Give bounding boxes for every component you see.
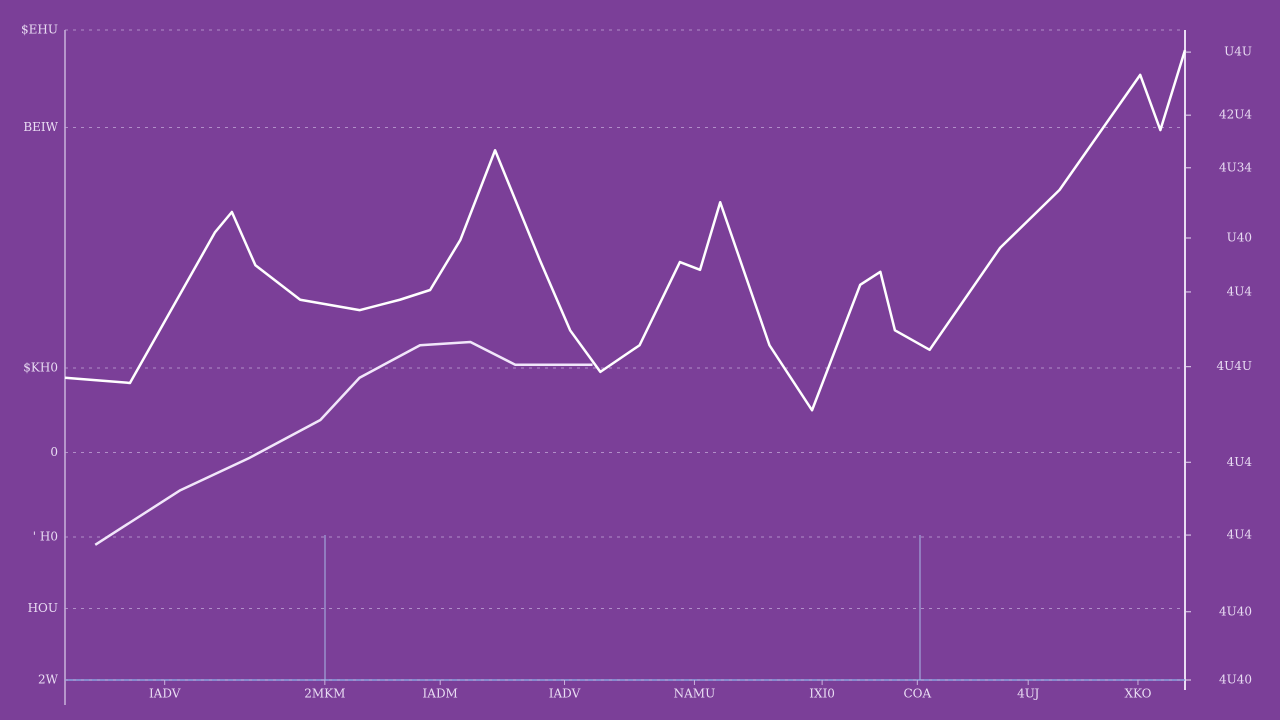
y2-tick-label: 4U4U bbox=[1217, 359, 1253, 373]
y2-tick-label: 4U34 bbox=[1219, 160, 1252, 174]
y-tick-label: 0 bbox=[50, 445, 58, 459]
y-tick-label: $KH0 bbox=[23, 361, 58, 375]
x-tick-label: XKO bbox=[1124, 687, 1151, 701]
x-tick-label: IXI0 bbox=[809, 687, 835, 701]
x-tick-label: IADM bbox=[423, 687, 458, 701]
y2-tick-label: 42U4 bbox=[1219, 108, 1252, 122]
y-tick-label: $EHU bbox=[21, 23, 58, 37]
y2-tick-label: 4U40 bbox=[1219, 604, 1252, 618]
y-tick-label: 2W bbox=[38, 673, 59, 687]
axis-labels: $EHU BEIW $KH0 0 ' H0 HOU 2W U4U 42U4 4U34 U40 4U4 4… bbox=[21, 23, 1252, 701]
x-tick-label: 4UJ bbox=[1017, 687, 1039, 701]
y2-tick-label: U4U bbox=[1224, 45, 1252, 59]
y-tick-label: HOU bbox=[28, 601, 58, 615]
y2-tick-label: 4U4 bbox=[1227, 284, 1253, 298]
plot bbox=[64, 49, 1187, 546]
x-tick-label: IADV bbox=[149, 687, 181, 701]
x-tick-label: IADV bbox=[549, 687, 581, 701]
x-tick-label: NAMU bbox=[674, 687, 716, 701]
y2-tick-label: 4U40 bbox=[1219, 673, 1252, 687]
x-tick-label: 2MKM bbox=[304, 687, 345, 701]
grid bbox=[65, 29, 1185, 681]
y2-tick-label: 4U4 bbox=[1227, 528, 1253, 542]
y-tick-label: ' H0 bbox=[33, 530, 58, 544]
y2-tick-label: 4U4 bbox=[1227, 455, 1253, 469]
y-tick-label: BEIW bbox=[23, 120, 58, 134]
series-line bbox=[64, 49, 1187, 412]
series-line bbox=[94, 340, 593, 546]
y2-tick-label: U40 bbox=[1227, 231, 1252, 245]
x-tick-label: COA bbox=[903, 687, 931, 701]
